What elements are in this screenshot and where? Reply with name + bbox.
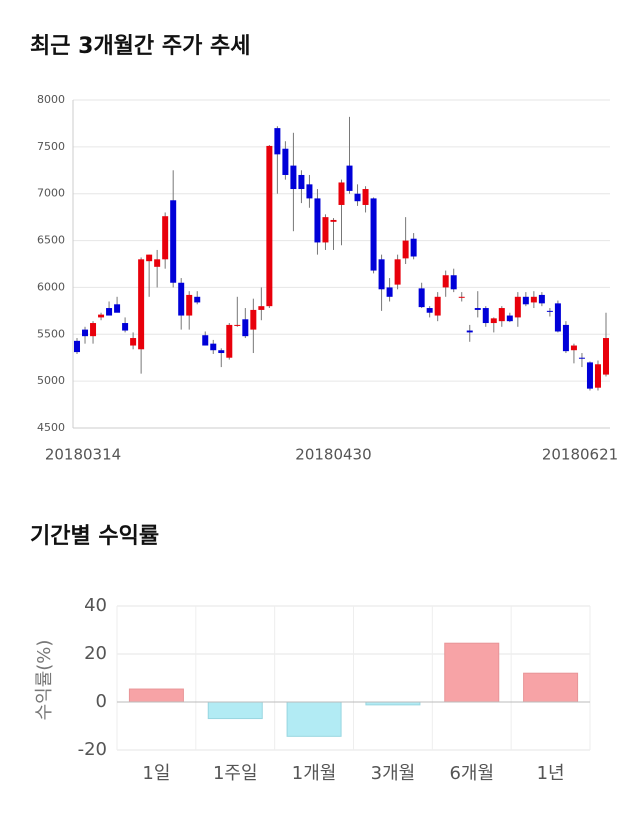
y-tick-label: 20 — [84, 643, 107, 664]
candle-body — [538, 294, 545, 304]
y-tick-label: 6000 — [37, 280, 65, 293]
y-tick-label: 8000 — [37, 93, 65, 106]
candle-body — [146, 254, 153, 262]
chart-title: 기간별 수익률 — [30, 524, 159, 549]
candle-body — [274, 128, 281, 155]
candle-body — [354, 193, 361, 202]
candle-body — [98, 314, 105, 318]
candle-body — [114, 304, 121, 313]
candle-body — [498, 308, 505, 322]
candle-body — [450, 275, 457, 290]
x-tick-label: 20180430 — [295, 446, 371, 464]
candle-body — [458, 296, 465, 298]
y-tick-label: 40 — [84, 595, 107, 616]
candle-body — [410, 238, 417, 257]
candle-body — [586, 362, 593, 389]
bar — [523, 672, 579, 703]
candle-body — [386, 287, 393, 297]
candle-body — [490, 318, 497, 324]
candle-body — [202, 335, 209, 346]
candle-body — [570, 345, 577, 351]
candle-body — [378, 259, 385, 290]
x-tick-label: 1일 — [142, 763, 170, 784]
candle-body — [106, 308, 113, 316]
candle-body — [562, 324, 569, 352]
chart-title: 최근 3개월간 주가 추세 — [30, 34, 250, 59]
candle-body — [362, 189, 369, 205]
candle-body — [266, 145, 273, 307]
candle-body — [282, 148, 289, 175]
candle-body — [434, 296, 441, 316]
candle-body — [234, 324, 241, 326]
candle-body — [546, 310, 553, 312]
x-tick-label: 6개월 — [449, 763, 494, 784]
candle-body — [162, 216, 169, 260]
y-tick-label: 6500 — [37, 234, 65, 247]
x-tick-label: 20180314 — [45, 446, 121, 464]
bar — [207, 701, 263, 720]
candle-body — [154, 259, 161, 267]
x-tick-label: 1주일 — [213, 763, 258, 784]
candle-body — [442, 275, 449, 288]
candle-body — [418, 288, 425, 308]
candle-body — [322, 217, 329, 243]
candle-body — [306, 184, 313, 199]
candle-body — [594, 364, 601, 388]
candle-body — [578, 357, 585, 359]
y-tick-label: 7500 — [37, 140, 65, 153]
candle-body — [522, 296, 529, 305]
candle-body — [242, 319, 249, 337]
candle-body — [514, 296, 521, 318]
candle-body — [178, 282, 185, 316]
y-tick-label: -20 — [78, 739, 107, 760]
candle-body — [218, 350, 225, 354]
candle-body — [122, 323, 129, 331]
candle-body — [474, 308, 481, 310]
bar — [128, 688, 184, 703]
candle-body — [258, 306, 265, 310]
candle-body — [194, 296, 201, 303]
candle-body — [186, 294, 193, 316]
candle-body — [554, 303, 561, 332]
y-tick-label: 4500 — [37, 421, 65, 434]
candle-body — [82, 329, 89, 337]
candle-body — [466, 330, 473, 333]
candle-body — [330, 219, 337, 222]
y-tick-label: 5000 — [37, 374, 65, 387]
x-tick-label: 20180621 — [542, 446, 618, 464]
candle-body — [226, 324, 233, 358]
candle-body — [90, 323, 97, 337]
y-tick-label: 0 — [96, 691, 107, 712]
candle-body — [482, 308, 489, 324]
candle-body — [170, 200, 177, 283]
bar — [444, 642, 500, 703]
candle-body — [506, 315, 513, 322]
candle-body — [298, 174, 305, 190]
candle-body — [74, 340, 81, 353]
x-tick-label: 3개월 — [371, 763, 416, 784]
y-axis-label: 수익률(%) — [34, 640, 55, 721]
candle-body — [402, 240, 409, 259]
candle-body — [346, 165, 353, 191]
x-tick-label: 1개월 — [292, 763, 337, 784]
candle-body — [426, 308, 433, 313]
y-tick-label: 7000 — [37, 187, 65, 200]
candle-body — [530, 296, 537, 303]
candle-body — [338, 182, 345, 205]
y-tick-label: 5500 — [37, 327, 65, 340]
candle-body — [394, 259, 401, 285]
x-tick-label: 1년 — [537, 763, 565, 784]
candle-body — [138, 259, 145, 350]
bar — [286, 701, 342, 737]
candle-body — [210, 343, 217, 351]
candle-body — [130, 338, 137, 346]
candle-body — [370, 198, 377, 271]
candle-body — [250, 309, 257, 330]
candle-body — [314, 198, 321, 243]
candle-body — [602, 338, 609, 375]
candle-body — [290, 165, 297, 190]
